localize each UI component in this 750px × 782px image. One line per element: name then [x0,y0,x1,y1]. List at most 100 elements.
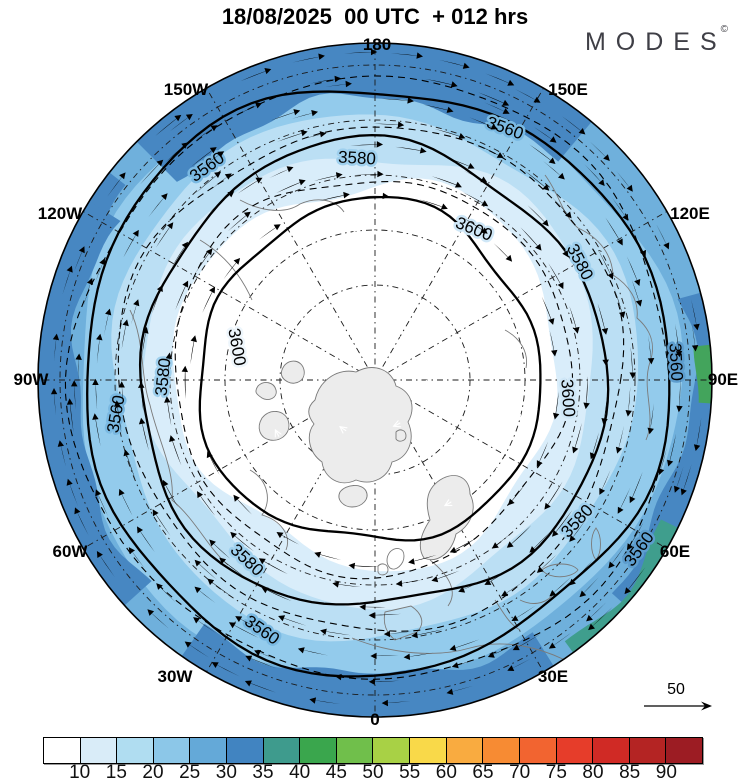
wind-arrow [459,256,468,265]
wind-arrow [190,147,217,168]
wind-arrow [274,428,282,438]
colorbar-cell-10 [410,738,447,763]
colorbar-cell-7 [300,738,337,763]
wind-arrow [138,381,145,413]
green-wind-patch-1 [564,519,680,655]
colorbar-tick-10: 10 [69,762,91,782]
colorbar-tick-60: 60 [435,762,457,782]
wind-arrow [514,355,522,365]
wind-arrow [114,400,122,434]
wind-arrow [409,225,419,233]
wind-arrow [236,102,262,116]
dashed-contour-2 [64,75,670,680]
wind-arrow [602,336,609,366]
longitude-label-60W: 60W [53,542,89,561]
dashed-contour-0 [174,180,574,580]
wind-arrow [152,509,171,536]
wind-arrow [348,562,380,570]
wind-arrow [586,602,606,622]
wind-arrow [269,166,294,179]
wind-arrow [579,577,599,598]
wind-arrow [349,226,359,235]
wind-arrow [370,652,399,660]
wind-arrow [92,378,99,410]
wind-arrow [344,48,378,56]
wind-arrow [478,92,510,106]
wind-arrow [543,161,565,180]
longitude-label-150W: 150W [164,80,209,99]
wind-arrow [360,192,389,200]
wind-arrow [597,303,609,335]
wind-arrow [629,471,643,504]
contour-label-3580: 3580 [152,357,175,397]
wind-arrow [332,581,361,588]
wind-arrow [62,265,73,295]
wind-arrow [445,157,475,169]
wind-arrow [223,258,241,279]
wind-arrow [511,605,537,621]
wind-arrow [381,699,411,707]
longitude-label-90E: 90E [708,370,738,389]
wind-arrow [392,531,402,539]
longitude-label-120E: 120E [670,204,710,223]
wind-arrow [434,461,444,469]
wind-arrow [118,381,125,410]
wind-arrow [293,247,303,255]
wind-arrow [66,478,78,506]
wind-arrow [605,217,623,246]
wind-arrow [339,425,348,434]
wind-arrow [71,380,78,410]
wind-arrow [320,628,351,636]
wind-arrow [228,622,259,639]
colorbar-tick-85: 85 [619,762,641,782]
wind-arrow [691,299,700,331]
wind-arrow [569,305,580,334]
wind-arrow [584,164,605,186]
contour-3600 [198,195,542,542]
wind-arrow [171,241,188,268]
wind-arrow [155,114,182,136]
wind-arrow [548,263,564,290]
wind-arrow [469,117,498,130]
wind-arrow [52,333,60,362]
reference-vector: 50 [644,681,712,711]
wind-arrow [297,647,329,656]
colorbar-tick-45: 45 [325,762,347,782]
wind-arrow [255,289,264,299]
wind-arrow [230,531,254,552]
wind-arrow [549,330,558,357]
colorbar-tick-30: 30 [215,762,237,782]
wind-arrow [202,151,225,167]
wind-arrow [485,73,515,86]
wind-arrow [219,396,228,406]
wind-arrow [128,547,146,569]
wind-arrow [434,128,466,139]
wind-arrow [333,518,343,527]
wind-arrow [647,403,654,435]
wind-arrow [175,280,189,310]
wind-arrow [206,451,220,475]
wind-arrow [121,319,129,349]
wind-arrow [467,411,475,421]
wind-arrow [335,673,364,681]
wind-arrow [691,323,699,352]
wind-arrow [656,224,670,250]
wind-arrow [408,554,437,565]
wind-arrow [552,234,569,258]
wind-arrow [615,425,624,454]
contour-label-3600: 3600 [557,378,579,417]
wind-arrow [314,551,342,560]
coastlines [129,174,653,661]
wind-arrow [107,172,126,197]
longitude-label-150E: 150E [548,80,588,99]
wind-arrow [169,435,182,466]
colorbar-tick-65: 65 [472,762,494,782]
longitude-label-0: 0 [370,710,379,729]
wind-arrow [368,678,400,685]
wind-arrow [240,68,272,82]
wind-arrow [233,494,252,515]
wind-arrow [411,629,444,639]
wind-arrow [350,141,383,148]
wind-arrow [425,379,434,389]
wind-arrow [155,222,174,248]
